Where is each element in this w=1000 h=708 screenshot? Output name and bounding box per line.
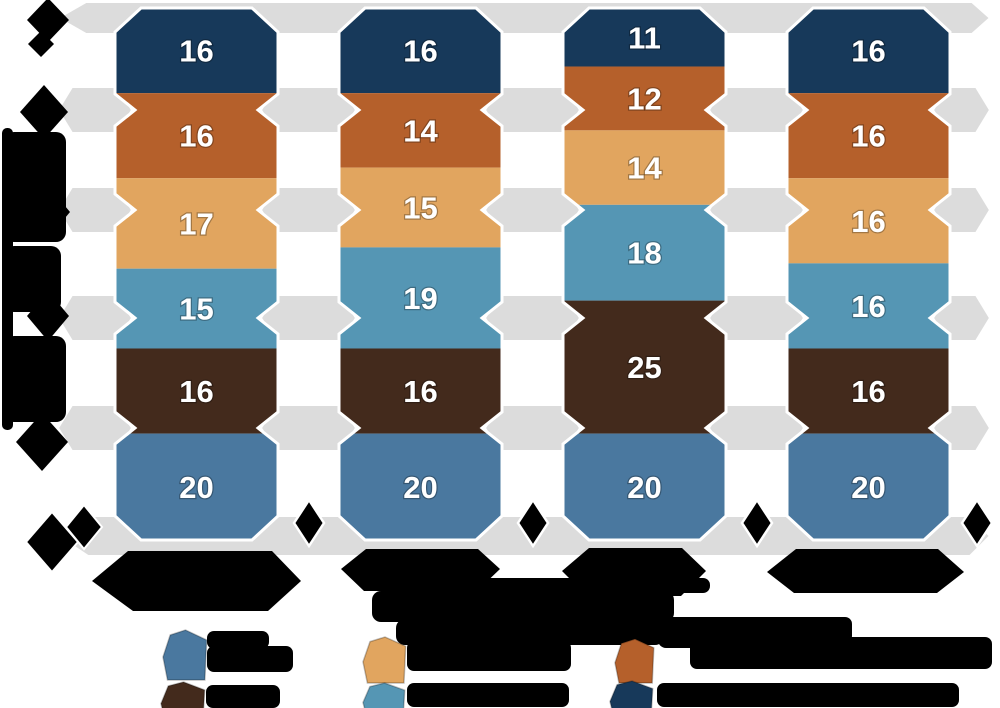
- value-label: 16: [851, 374, 885, 409]
- redacted-legend-label-5: [657, 617, 852, 643]
- redacted-topleft-diamond: [27, 0, 69, 42]
- redacted-row-bullet-4: [16, 413, 68, 471]
- redacted-row-label-3: [4, 336, 66, 422]
- ribbon-level4-gap1: [56, 404, 134, 452]
- column-3-outline: [561, 6, 728, 542]
- ribbon-level1-gap1: [56, 86, 134, 134]
- value-label: 16: [851, 34, 885, 69]
- redacted-column-label-3: [562, 548, 706, 596]
- redacted-row-bullet-1: [20, 85, 68, 139]
- value-label: 16: [851, 119, 885, 154]
- segment-tier-3-tan: [115, 178, 278, 269]
- segment-tier-2-dark-orange: [115, 93, 278, 179]
- value-label: 20: [179, 470, 213, 505]
- redacted-legend-label-1: [207, 646, 293, 672]
- value-label: 14: [627, 151, 662, 186]
- column-2-outline: [337, 6, 504, 542]
- segment-tier-4-light-blue: [115, 268, 278, 349]
- value-label: 16: [851, 289, 885, 324]
- column-4: [787, 8, 950, 540]
- top-band: [55, 1, 992, 35]
- redacted-legend-label-4: [407, 683, 569, 707]
- bottom-band-diamond: [740, 497, 774, 549]
- redacted-legend-label-3: [407, 641, 571, 671]
- segment-tier-3-tan: [787, 178, 950, 264]
- bottom-band-diamond: [516, 497, 550, 549]
- legend-swatch-1: [162, 629, 208, 681]
- segment-tier-2-dark-orange: [563, 66, 726, 131]
- segment-tier-1-navy: [563, 8, 726, 67]
- value-label: 16: [851, 204, 885, 239]
- redacted-column-label-4: [767, 549, 964, 593]
- segment-tier-5-dark-brown: [339, 348, 502, 434]
- legend-swatch-3: [362, 636, 407, 684]
- ribbon-level3-gap1: [56, 294, 134, 342]
- value-label: 16: [403, 34, 437, 69]
- redacted-row-bullet-2: [30, 188, 70, 236]
- bottom-band-diamond: [292, 497, 326, 549]
- column-1-outline: [113, 6, 280, 542]
- redacted-legend-label-1: [207, 631, 269, 649]
- legend-swatch-6: [609, 680, 654, 708]
- segment-tier-4-light-blue: [339, 247, 502, 349]
- value-label: 17: [179, 206, 213, 241]
- redacted-legend-label-2: [206, 685, 280, 708]
- segment-tier-2-dark-orange: [787, 93, 950, 179]
- bottom-left-diamond-small: [64, 503, 104, 551]
- redacted-row-bullet-3: [27, 291, 69, 341]
- legend-swatch-2: [160, 681, 206, 708]
- value-label: 18: [627, 236, 661, 271]
- bottom-band-diamond: [960, 497, 994, 549]
- segment-tier-3-tan: [563, 130, 726, 205]
- segment-tier-6-steel-blue: [339, 433, 502, 540]
- segment-tier-1-navy: [787, 8, 950, 94]
- segment-tier-4-light-blue: [787, 263, 950, 349]
- value-label: 15: [403, 191, 437, 226]
- column-2: [339, 8, 502, 540]
- value-label: 20: [851, 470, 885, 505]
- segment-tier-6-steel-blue: [115, 433, 278, 540]
- segment-tier-4-light-blue: [563, 204, 726, 301]
- redacted-caption-block-1: [372, 591, 674, 622]
- redacted-legend-label-3: [407, 621, 525, 643]
- segment-tier-1-navy: [115, 8, 278, 94]
- column-1: [115, 8, 278, 540]
- value-label: 15: [179, 292, 213, 327]
- redacted-column-label-1: [92, 551, 301, 611]
- segment-tier-3-tan: [339, 167, 502, 248]
- segment-tier-5-dark-brown: [563, 300, 726, 434]
- value-label: 25: [627, 350, 661, 385]
- ribbon-level2-gap1: [56, 186, 134, 234]
- segment-tier-5-dark-brown: [787, 348, 950, 434]
- column-4-outline: [785, 6, 952, 542]
- value-label: 16: [179, 34, 213, 69]
- segment-tier-5-dark-brown: [115, 348, 278, 434]
- column-3: [563, 8, 726, 540]
- value-label: 16: [179, 119, 213, 154]
- value-label: 16: [403, 374, 437, 409]
- segment-tier-6-steel-blue: [787, 433, 950, 540]
- legend-swatch-4: [362, 682, 406, 708]
- value-label: 19: [403, 281, 437, 316]
- segment-tier-2-dark-orange: [339, 93, 502, 168]
- value-label: 14: [403, 113, 438, 148]
- segment-tier-6-steel-blue: [563, 433, 726, 540]
- legend-swatch-5: [614, 638, 655, 684]
- value-label: 12: [627, 81, 661, 116]
- redacted-topleft-diamond-small: [28, 31, 54, 57]
- redacted-legend-label-6: [657, 683, 959, 707]
- value-label: 20: [627, 470, 661, 505]
- redacted-legend-label-5: [690, 637, 992, 669]
- segment-tier-1-navy: [339, 8, 502, 94]
- value-label: 11: [628, 20, 661, 55]
- value-label: 20: [403, 470, 437, 505]
- value-label: 16: [179, 374, 213, 409]
